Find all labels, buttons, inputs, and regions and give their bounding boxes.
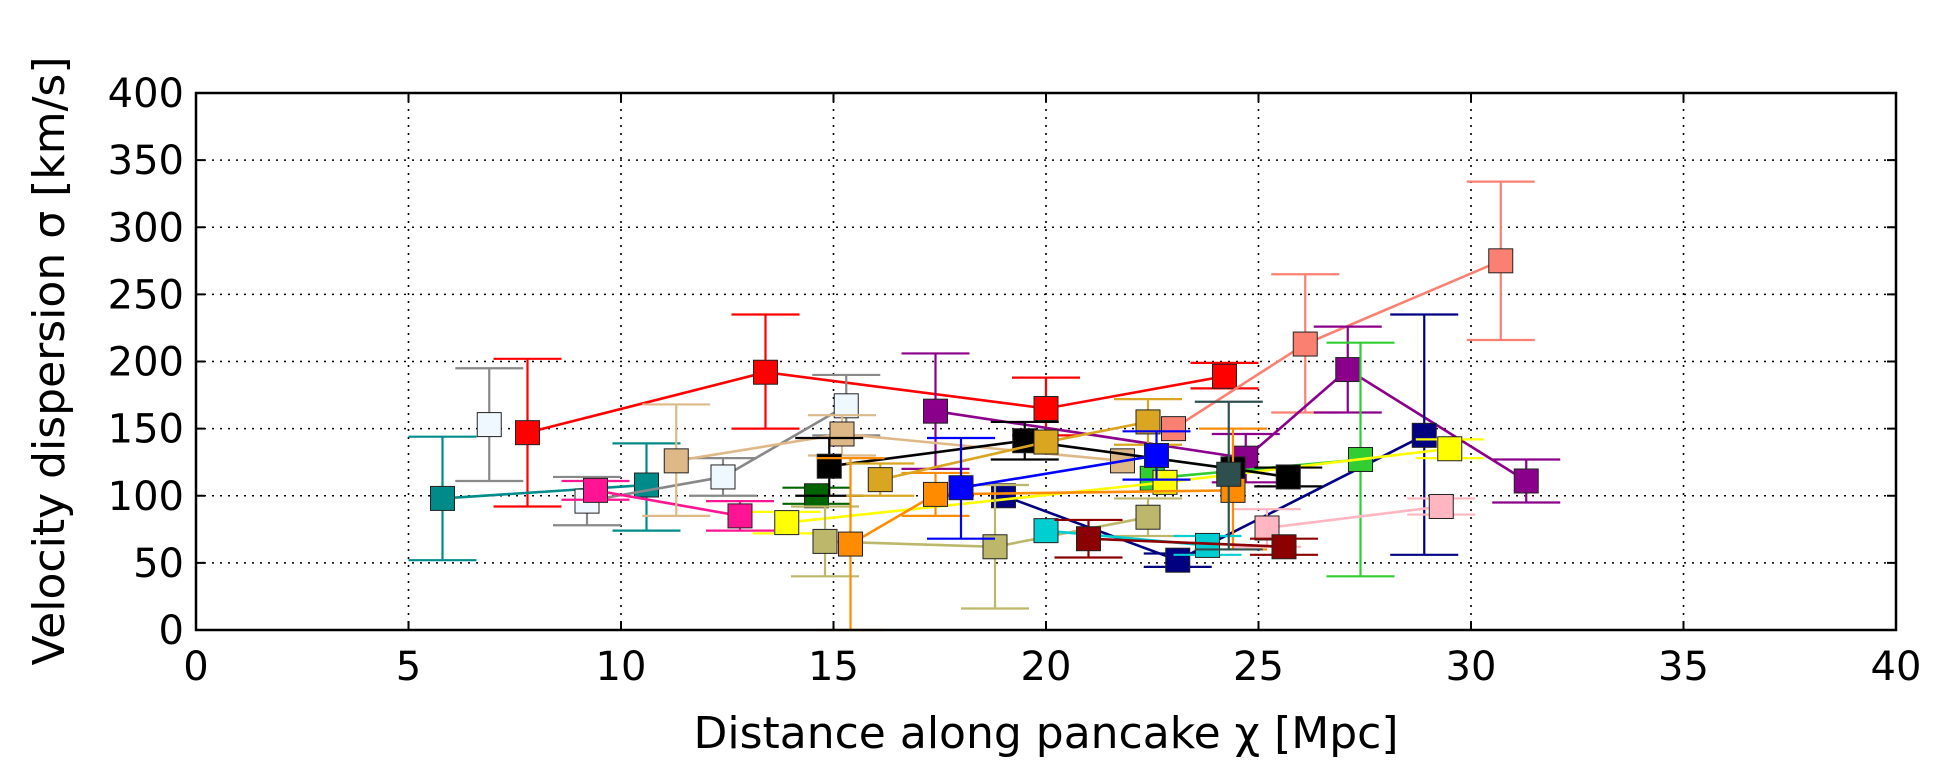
data-point <box>1033 429 1059 455</box>
x-tick-label: 20 <box>1021 644 1072 690</box>
x-tick-label: 40 <box>1871 644 1922 690</box>
y-tick-label: 200 <box>108 340 184 386</box>
data-point <box>476 412 502 438</box>
x-tick-label: 0 <box>183 644 208 690</box>
data-point <box>812 528 838 554</box>
data-point <box>663 448 689 474</box>
data-point <box>1428 493 1454 519</box>
data-point <box>1513 468 1539 494</box>
y-tick-label: 350 <box>108 138 184 184</box>
data-point <box>923 481 948 507</box>
data-point <box>1275 464 1301 490</box>
data-point <box>1216 461 1242 487</box>
series-line <box>527 370 1225 434</box>
series-salmon <box>1161 180 1535 442</box>
series-layer <box>408 180 1561 632</box>
series-line <box>442 483 647 500</box>
data-point <box>1292 331 1318 357</box>
data-point <box>1076 526 1101 552</box>
data-point <box>1165 547 1191 573</box>
y-tick-label: 300 <box>108 205 184 251</box>
series-deeppink <box>561 477 774 532</box>
x-tick-label: 5 <box>396 644 421 690</box>
data-point <box>1135 504 1161 530</box>
data-point <box>727 503 753 529</box>
data-point <box>1212 363 1237 389</box>
data-point <box>1195 532 1220 558</box>
series-line <box>960 454 1157 489</box>
x-tick-label: 10 <box>596 644 647 690</box>
data-point <box>867 467 893 493</box>
series-red <box>493 313 1259 508</box>
y-tick-label: 50 <box>133 541 184 587</box>
series-line <box>595 489 741 518</box>
series-gray-open <box>455 367 524 483</box>
data-point <box>634 472 659 498</box>
y-tick-label: 250 <box>108 272 184 318</box>
x-axis-label: Distance along pancake χ [Mpc] <box>693 708 1398 759</box>
x-tick-label: 30 <box>1446 644 1497 690</box>
x-tick-label: 15 <box>808 644 859 690</box>
data-point <box>1033 518 1059 544</box>
y-tick-label: 100 <box>108 474 184 520</box>
data-point <box>1144 442 1169 468</box>
data-point <box>1033 395 1059 421</box>
data-point <box>833 393 859 419</box>
data-point <box>1437 436 1463 462</box>
series-darkslategray <box>1194 400 1263 551</box>
series-line <box>935 367 1527 483</box>
data-point <box>829 421 855 447</box>
data-point <box>1135 409 1161 435</box>
y-tick-label: 400 <box>108 71 184 117</box>
data-point <box>1161 416 1186 442</box>
x-tick-label: 25 <box>1233 644 1284 690</box>
data-point <box>1488 248 1514 274</box>
series-darkred <box>1054 518 1318 560</box>
y-tick-label: 0 <box>159 608 184 654</box>
data-point <box>1271 534 1297 560</box>
series-purple <box>901 325 1561 504</box>
y-axis-label: Velocity dispersion σ [km/s] <box>24 57 75 666</box>
data-point <box>515 420 540 446</box>
data-point <box>948 475 974 501</box>
data-point <box>753 359 778 385</box>
series-pink <box>1233 493 1476 548</box>
data-point <box>430 485 455 511</box>
data-point <box>1411 422 1437 448</box>
series-line <box>1266 505 1442 530</box>
data-point <box>774 510 800 536</box>
series-line <box>829 439 1289 479</box>
data-point <box>923 398 948 424</box>
data-point <box>1335 357 1361 383</box>
x-tick-label: 35 <box>1658 644 1709 690</box>
series-line <box>1088 537 1285 549</box>
data-point <box>838 531 863 557</box>
y-tick-label: 150 <box>108 407 184 453</box>
series-goldenrod <box>846 397 1182 497</box>
data-point <box>583 477 608 503</box>
series-blue <box>927 430 1191 540</box>
data-point <box>710 464 736 490</box>
series-lightsteel-open <box>553 373 881 527</box>
